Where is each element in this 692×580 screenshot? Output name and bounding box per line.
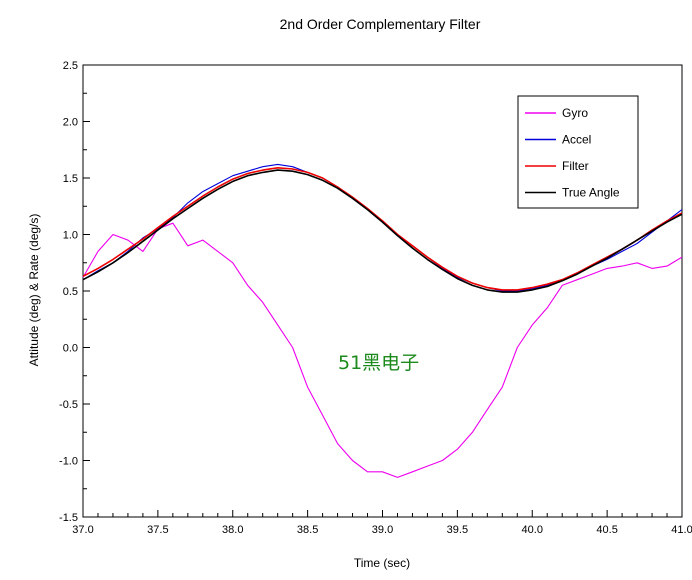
legend-label: Gyro: [562, 106, 588, 120]
x-tick-label: 37.0: [72, 524, 93, 536]
y-tick-label: 2.5: [63, 60, 78, 72]
series-line-true-angle: [82, 169, 683, 293]
y-tick-label: 0.0: [63, 343, 78, 355]
y-tick-label: 2.0: [63, 117, 78, 129]
legend-label: Filter: [562, 159, 589, 173]
x-tick-label: 40.0: [522, 524, 543, 536]
x-tick-label: 41.0: [671, 524, 692, 536]
x-axis-label: Time (sec): [354, 556, 410, 570]
watermark: 51黑电子: [338, 352, 419, 374]
y-tick-label: 1.5: [63, 173, 78, 185]
y-axis: 2.5 2.0 1.5 1.0 0.5 0.0 -0.5 -1.0 -1.5: [59, 60, 90, 524]
x-tick-label: 39.0: [372, 524, 393, 536]
y-tick-label: -0.5: [59, 399, 78, 411]
series-layer: [82, 163, 683, 478]
x-tick-label: 38.0: [222, 524, 243, 536]
series-line-filter: [82, 167, 683, 291]
x-tick-label: 40.5: [596, 524, 617, 536]
x-tick-label: 37.5: [147, 524, 168, 536]
chart-title: 2nd Order Complementary Filter: [280, 16, 481, 32]
legend-label: True Angle: [562, 186, 620, 200]
x-axis: 37.0 37.5 38.0 38.5 39.0 39.5 40.0 40.5 41.0: [72, 510, 692, 536]
legend-label: Accel: [562, 133, 591, 147]
x-tick-label: 38.5: [297, 524, 318, 536]
x-tick-label: 39.5: [447, 524, 468, 536]
y-axis-label: Attitude (deg) & Rate (deg/s): [27, 214, 41, 367]
legend: Gyro Accel Filter True Angle: [517, 95, 639, 209]
y-tick-label: 1.0: [63, 230, 78, 242]
y-tick-label: -1.0: [59, 456, 78, 468]
y-tick-label: -1.5: [59, 512, 78, 524]
legend-box: [517, 95, 639, 209]
series-line-gyro: [82, 222, 683, 478]
y-tick-label: 0.5: [63, 286, 78, 298]
